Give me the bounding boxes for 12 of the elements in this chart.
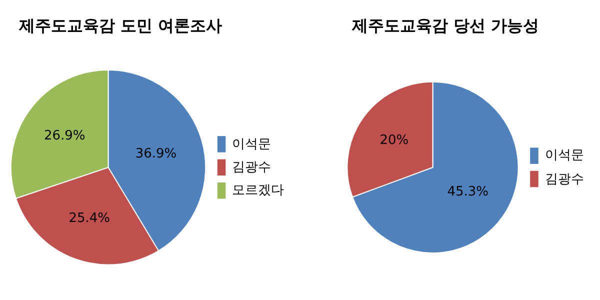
legend-label: 김광수 (232, 160, 271, 175)
chart-title: 제주도교육감 당선 가능성 (351, 16, 540, 35)
data-label: 26.9% (44, 128, 86, 144)
legend-label: 이석문 (545, 148, 584, 163)
data-label: 45.3% (447, 184, 488, 200)
data-label: 25.4% (68, 211, 110, 226)
legend-label: 이석문 (232, 137, 271, 152)
data-label: 20% (380, 133, 409, 148)
legend-label: 모르겠다 (232, 183, 284, 198)
legend-label: 김광수 (545, 172, 584, 187)
data-label: 36.9% (135, 146, 177, 162)
chart-title: 제주도교육감 도민 여론조사 (18, 16, 222, 35)
